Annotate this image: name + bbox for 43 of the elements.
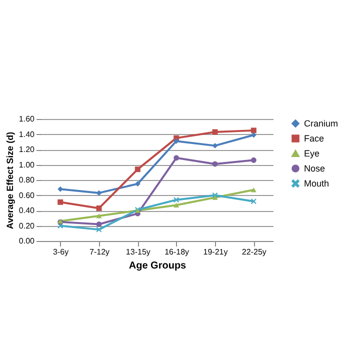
legend-label: Nose bbox=[304, 164, 326, 174]
legend-label: Cranium bbox=[304, 118, 338, 128]
point bbox=[174, 138, 180, 144]
point bbox=[134, 166, 140, 172]
point bbox=[212, 195, 218, 200]
y-tick-label: 1.60 bbox=[18, 114, 36, 124]
point bbox=[212, 161, 218, 167]
legend-label: Eye bbox=[304, 148, 320, 158]
point bbox=[174, 155, 180, 161]
y-tick-label: 0.60 bbox=[18, 190, 36, 200]
x-tick-label: 7-12y bbox=[89, 248, 110, 256]
x-axis-title: Age Groups bbox=[128, 260, 187, 272]
point bbox=[134, 181, 140, 187]
y-tick-label: 0.20 bbox=[18, 221, 36, 230]
point bbox=[96, 213, 102, 218]
legend-label: Face bbox=[304, 134, 324, 144]
y-tick-label: 1.40 bbox=[18, 130, 36, 139]
point bbox=[58, 199, 64, 205]
point bbox=[250, 132, 256, 138]
point bbox=[250, 198, 256, 204]
point bbox=[96, 221, 102, 227]
x-tick-label: 16-18y bbox=[164, 248, 190, 256]
x-tick-label: 19-21y bbox=[203, 248, 228, 256]
y-tick-label: 0.40 bbox=[18, 206, 36, 215]
y-tick-label: 1.00 bbox=[18, 160, 36, 170]
point bbox=[250, 157, 256, 163]
point bbox=[212, 142, 218, 148]
point bbox=[174, 197, 180, 203]
point bbox=[174, 202, 180, 208]
point bbox=[212, 129, 218, 135]
point bbox=[96, 205, 102, 211]
legend-label: Mouth bbox=[304, 178, 330, 188]
point bbox=[96, 190, 102, 196]
point bbox=[250, 188, 256, 192]
point bbox=[250, 128, 256, 134]
y-axis-title: Average Effect Size (d) bbox=[4, 132, 15, 230]
y-tick-label: 1.20 bbox=[18, 145, 36, 154]
x-tick-label: 13-15y bbox=[126, 248, 150, 256]
x-tick-label: 3-6y bbox=[53, 248, 69, 256]
x-tick-label: 22-25y bbox=[242, 248, 266, 256]
y-tick-label: 0.00 bbox=[18, 236, 36, 246]
y-tick-label: 0.80 bbox=[18, 176, 36, 184]
point bbox=[96, 226, 102, 232]
